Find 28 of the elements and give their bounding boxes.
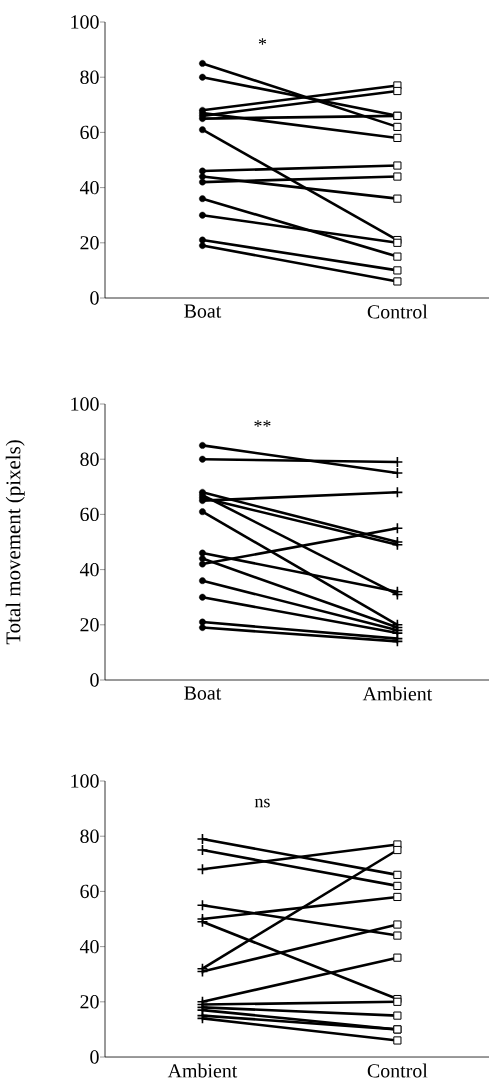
x-tick-label: Boat [184, 304, 222, 318]
y-axis-title: Total movement (pixels) [5, 440, 25, 645]
y-tick-label: 60 [80, 125, 99, 140]
x-tick-label: Ambient [167, 1063, 238, 1078]
y-tick-label: 100 [71, 397, 99, 411]
x-tick-label: Boat [184, 686, 222, 700]
y-tick-label: 40 [79, 939, 99, 954]
y-tick-label: 80 [80, 70, 99, 84]
y-tick-label: 60 [80, 507, 99, 522]
annotation: ** [254, 420, 271, 427]
y-tick-label: 20 [80, 618, 99, 632]
y-tick-label: 100 [71, 15, 99, 29]
annotation: * [258, 38, 267, 45]
y-tick-label: 0 [90, 1050, 99, 1064]
y-tick-label: 0 [90, 291, 99, 305]
x-tick-label: Ambient [362, 686, 433, 701]
y-tick-label: 20 [80, 995, 99, 1009]
y-tick-label: 80 [80, 452, 99, 466]
x-tick-label: Control [367, 1063, 428, 1078]
y-tick-label: 40 [79, 562, 99, 577]
y-tick-label: 100 [71, 774, 99, 788]
annotation: ns [254, 798, 270, 808]
y-tick-label: 80 [80, 829, 99, 843]
x-tick-label: Control [367, 304, 428, 319]
y-tick-label: 0 [90, 673, 99, 687]
y-tick-label: 60 [80, 884, 99, 899]
y-tick-label: 40 [79, 180, 99, 195]
y-tick-label: 20 [80, 236, 99, 250]
